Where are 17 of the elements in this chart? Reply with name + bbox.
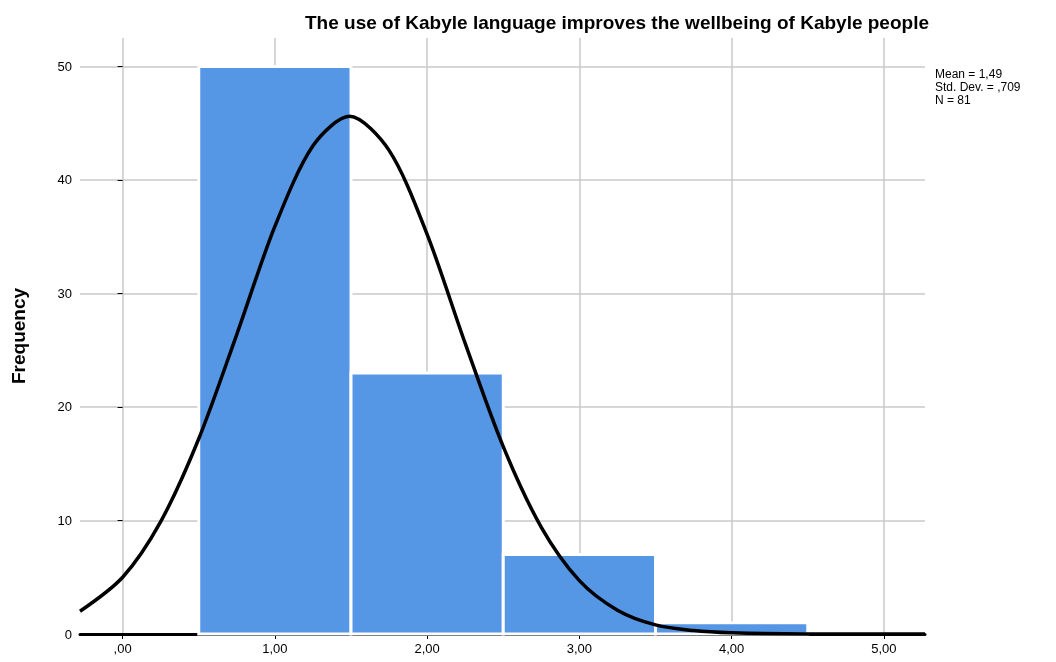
y-tick-label: 50 [57, 58, 72, 74]
x-tick-label: 5,00 [871, 641, 897, 656]
x-tick-label: 4,00 [718, 641, 745, 656]
x-tick-label: 3,00 [566, 641, 593, 656]
text: Std. Dev. = ,709 [935, 80, 1021, 94]
text: N = 81 [935, 93, 972, 107]
y-tick-label: 30 [57, 285, 72, 301]
y-tick-label: 0 [64, 626, 72, 642]
y-tick-label: 40 [57, 172, 72, 188]
x-tick-label: 2,00 [414, 641, 440, 656]
y-tick-label: 20 [57, 399, 72, 415]
text: Mean = 1,49 [935, 67, 1003, 81]
x-tick-label: ,00 [113, 641, 132, 656]
y-tick-label: 10 [57, 512, 72, 528]
chart-title: The use of Kabyle language improves the wellbeing of Kabyle people [305, 12, 929, 33]
x-tick-label: 1,00 [262, 641, 288, 656]
y-axis-title: Frequency [8, 287, 29, 385]
